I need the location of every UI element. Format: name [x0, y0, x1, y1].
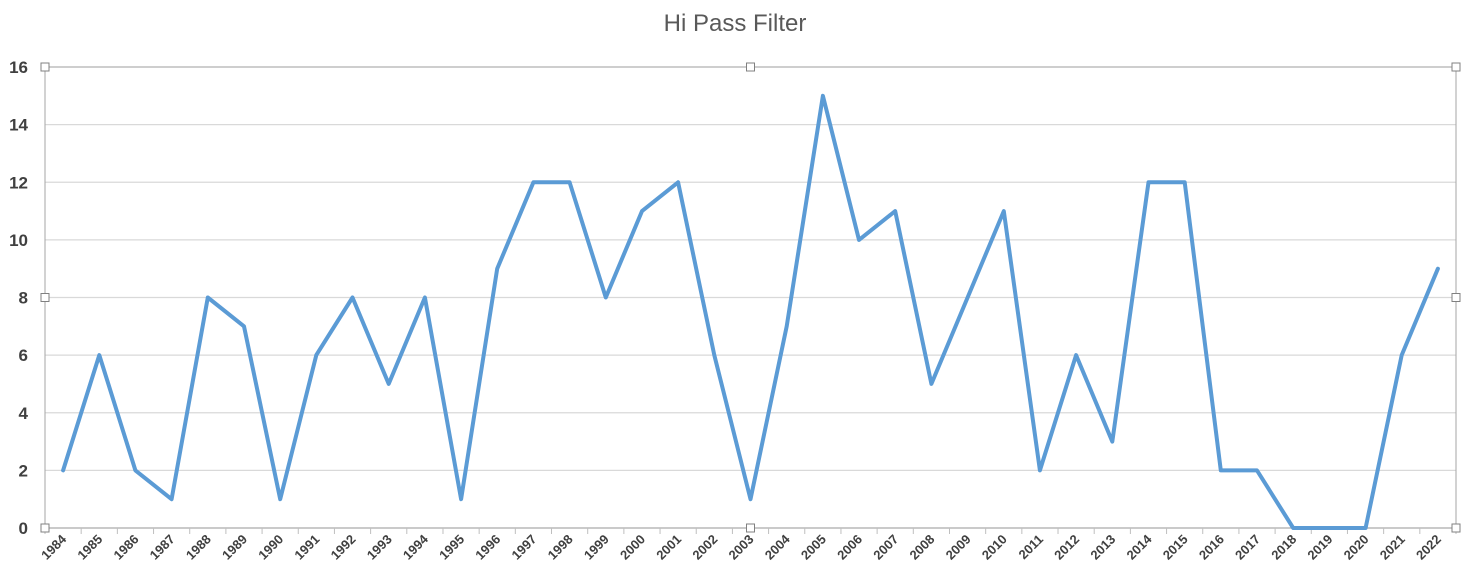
x-tick-label: 2019: [1304, 532, 1335, 563]
resize-handle: [40, 523, 50, 533]
resize-handle: [746, 62, 755, 72]
x-tick-label: 2006: [834, 532, 865, 563]
x-tick-label: 2005: [798, 532, 829, 563]
x-tick-label: 1993: [364, 532, 395, 563]
x-tick-label: 2018: [1268, 532, 1299, 563]
y-tick-label: 2: [19, 461, 28, 480]
x-tick-label: 2016: [1196, 532, 1227, 563]
x-tick-label: 2002: [689, 532, 720, 563]
chart-title: Hi Pass Filter: [663, 10, 807, 37]
y-tick-label: 4: [19, 404, 29, 423]
x-tick-label: 2001: [653, 532, 684, 563]
x-tick-label: 2022: [1413, 532, 1444, 563]
y-tick-label: 12: [9, 173, 28, 192]
x-tick-label: 2010: [979, 532, 1010, 563]
x-tick-label: 2009: [943, 532, 974, 563]
x-tick-label: 1985: [74, 532, 105, 563]
x-tick-label: 1994: [400, 531, 432, 563]
x-tick-label: 2008: [906, 532, 937, 563]
x-tick-label: 2000: [617, 532, 648, 563]
series-line: [61, 93, 1440, 530]
resize-handle: [746, 523, 755, 533]
x-tick-label: 1991: [291, 532, 322, 563]
x-tick-label: 1995: [436, 532, 467, 563]
x-tick-label: 1997: [508, 532, 539, 563]
x-tick-label: 2003: [726, 532, 757, 563]
x-tick-label: 2015: [1160, 532, 1191, 563]
resize-handle: [40, 62, 50, 72]
x-tick-label: 2020: [1341, 532, 1372, 563]
resize-handle: [1451, 293, 1461, 302]
resize-handle: [1451, 523, 1461, 533]
x-tick-label: 2012: [1051, 532, 1082, 563]
x-tick-label: 2014: [1124, 531, 1156, 563]
x-tick-label: 1984: [38, 531, 70, 563]
x-tick-label: 2017: [1232, 532, 1263, 563]
y-tick-label: 6: [19, 346, 28, 365]
x-tick-label: 2021: [1377, 532, 1408, 563]
resize-handle: [40, 293, 50, 302]
x-tick-label: 2013: [1087, 532, 1118, 563]
y-tick-label: 0: [19, 519, 28, 538]
resize-handle: [1451, 62, 1461, 72]
x-tick-label: 1989: [219, 532, 250, 563]
x-tick-label: 1992: [328, 532, 359, 563]
y-tick-label: 10: [9, 231, 28, 250]
x-tick-label: 1999: [581, 532, 612, 563]
y-tick-label: 14: [9, 116, 28, 135]
x-tick-label: 1987: [147, 532, 178, 563]
y-tick-label: 16: [9, 58, 28, 77]
x-tick-label: 2004: [762, 531, 794, 563]
x-tick-label: 1986: [111, 532, 142, 563]
x-tick-label: 2007: [870, 532, 901, 563]
y-tick-label: 8: [19, 289, 28, 308]
x-tick-label: 1998: [545, 532, 576, 563]
x-tick-label: 1990: [255, 532, 286, 563]
x-tick-label: 2011: [1016, 532, 1047, 563]
x-tick-label: 1988: [183, 532, 214, 563]
x-tick-label: 1996: [472, 532, 503, 563]
